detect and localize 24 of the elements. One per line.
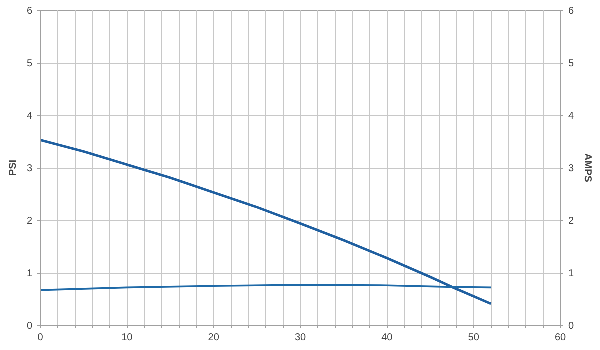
x-tick-label: 40: [382, 332, 394, 344]
y-tick-label: 0: [26, 321, 33, 332]
y2-tick-label: 3: [568, 164, 574, 174]
y-tick-label: 4: [26, 111, 33, 122]
x-tick-label: 0: [38, 332, 44, 344]
y2-tick-label: 5: [568, 58, 574, 70]
y2-tick-label: 0: [568, 321, 574, 332]
y2-axis-title: AMPS: [582, 154, 594, 183]
y2-tick-label: 6: [568, 6, 574, 17]
y2-tick-label: 4: [568, 111, 574, 122]
y-tick-label: 6: [26, 6, 33, 17]
x-tick-label: 10: [122, 332, 134, 344]
x-tick-label: 30: [294, 332, 306, 344]
x-tick-label: 20: [208, 332, 220, 344]
y-tick-label: 1: [26, 268, 33, 280]
y2-tick-label: 1: [568, 268, 574, 280]
x-tick-label: 60: [554, 332, 566, 344]
y-axis-title: PSI: [8, 160, 19, 176]
x-tick-label: 50: [468, 332, 480, 344]
y-tick-label: 3: [26, 164, 33, 174]
line-series: [40, 138, 492, 306]
y2-tick-label: 2: [568, 216, 574, 227]
y-tick-label: 5: [26, 58, 33, 70]
y-tick-label: 2: [26, 216, 33, 227]
